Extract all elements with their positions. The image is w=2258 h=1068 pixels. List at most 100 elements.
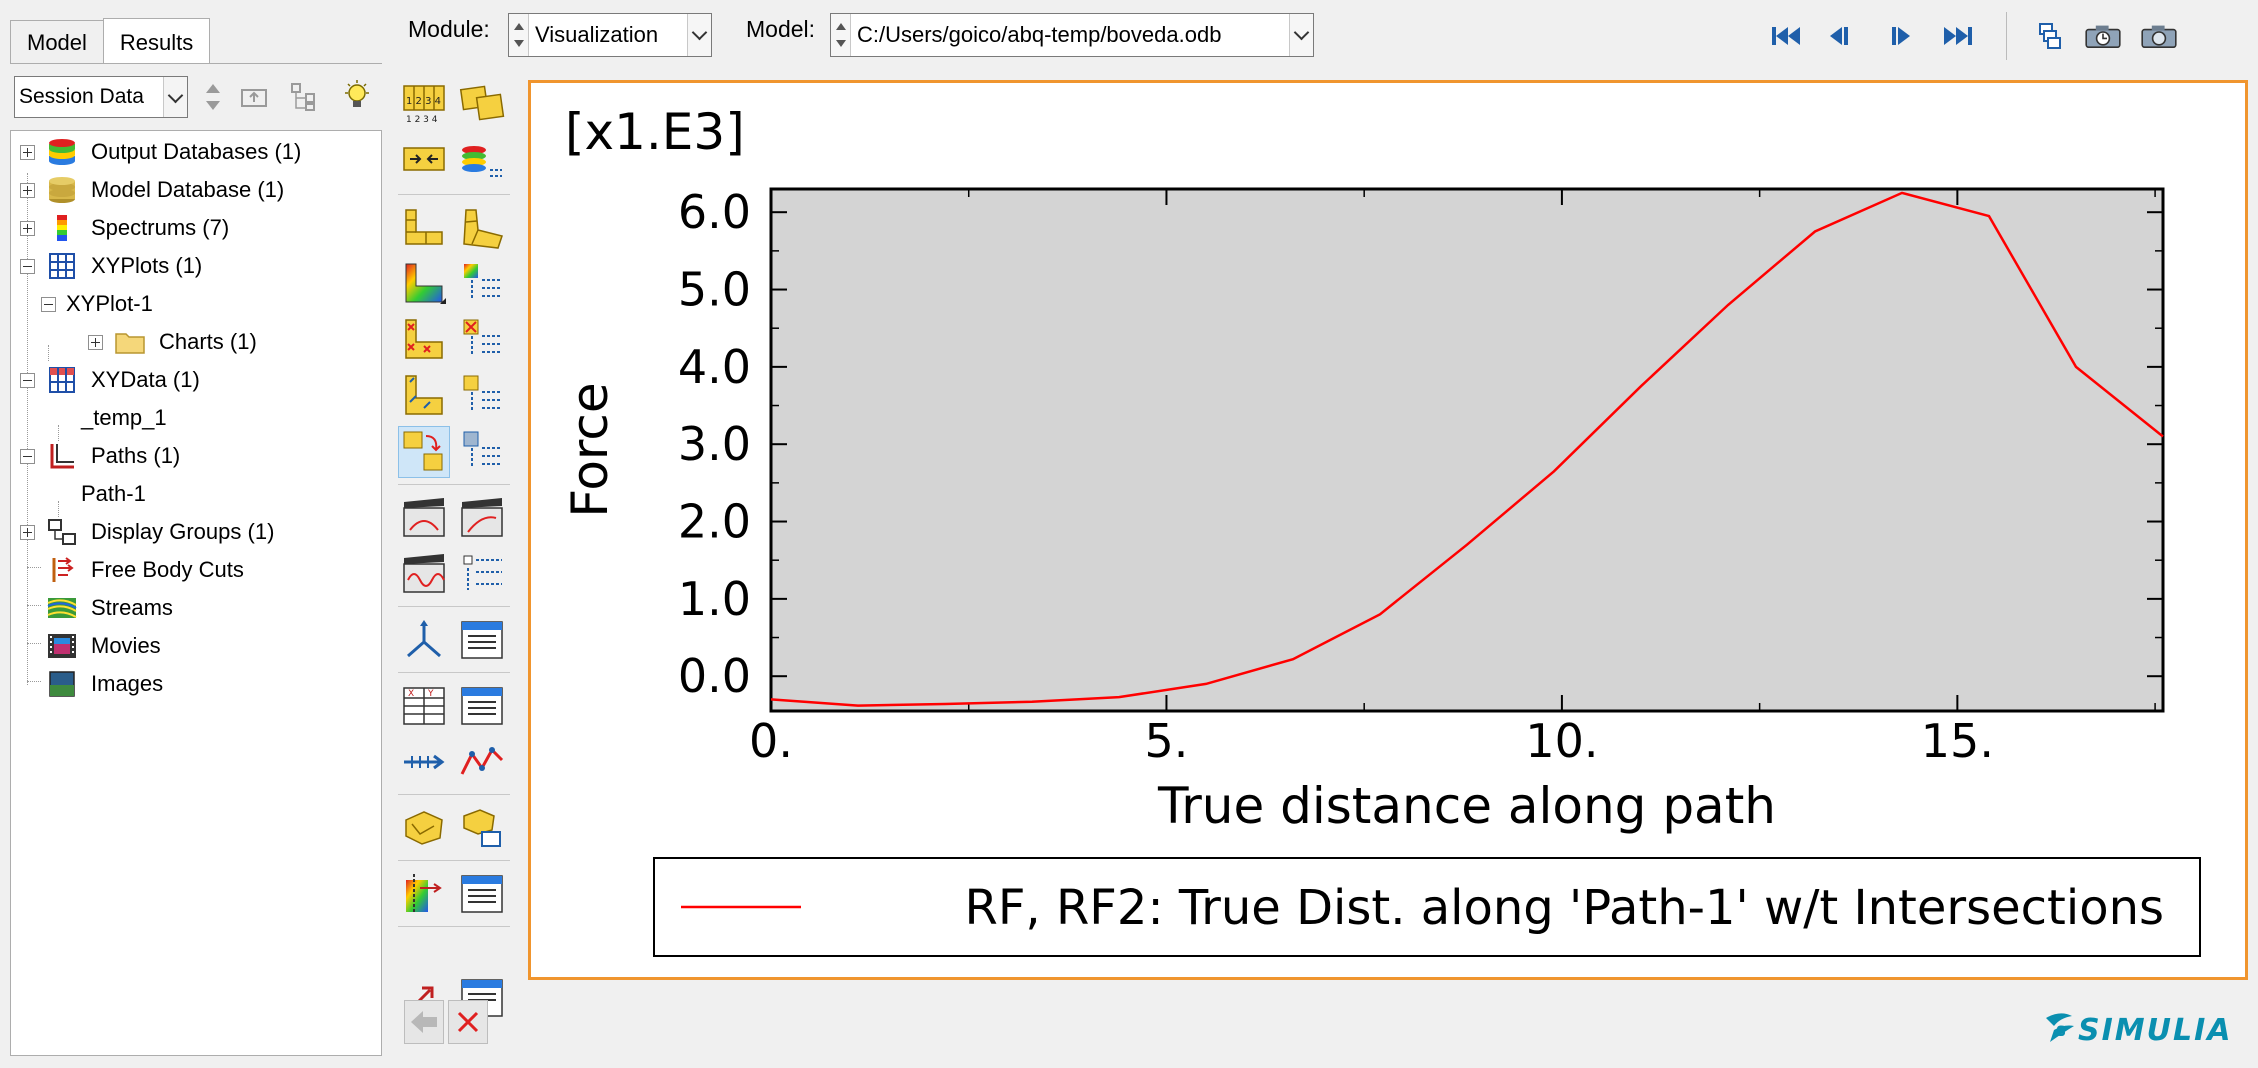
allow-multiple-plot-states-tool[interactable]	[398, 426, 450, 478]
tree-item-streams[interactable]: Streams	[45, 591, 173, 625]
collapse-icon[interactable]	[41, 296, 56, 312]
plot-material-orientations-tool[interactable]	[398, 370, 450, 422]
next-frame-button[interactable]	[1880, 18, 1920, 54]
expand-icon[interactable]	[20, 182, 35, 198]
toolbox-separator	[398, 606, 510, 607]
tree-item-temp-1[interactable]: _temp_1	[81, 401, 167, 435]
view-cut-manager-tool[interactable]	[456, 614, 508, 666]
model-tree-panel: Model Results Session Data	[0, 0, 390, 1068]
tree-item-xydata[interactable]: XYData (1)	[20, 363, 200, 397]
spin-arrows-icon[interactable]	[831, 14, 851, 56]
tree-item-label: Path-1	[81, 481, 146, 506]
y-tick-label: 0.0	[678, 649, 751, 703]
animate-time-history-tool[interactable]	[456, 492, 508, 544]
tiled-numbering-tool[interactable]	[456, 78, 508, 130]
move-up-down-icon[interactable]	[196, 80, 230, 114]
superimpose-options-icon	[463, 431, 502, 468]
database-list-tool[interactable]	[456, 134, 508, 186]
tree-filter-icon[interactable]	[288, 80, 322, 114]
previous-frame-button[interactable]	[1820, 18, 1860, 54]
numbered-grid-icon: 1 2 3 4 1 2 3 4	[403, 85, 445, 125]
camera-button[interactable]	[2134, 18, 2184, 54]
collapse-icon[interactable]	[20, 372, 35, 388]
tree-connector	[27, 643, 41, 644]
parent-folder-icon[interactable]	[238, 80, 272, 114]
last-frame-button[interactable]	[1938, 18, 1978, 54]
folder-icon	[113, 327, 147, 357]
animation-options-tool[interactable]	[456, 548, 508, 600]
view-cut-tool[interactable]	[398, 614, 450, 666]
symbol-tool[interactable]	[398, 134, 450, 186]
tree-item-images[interactable]: Images	[45, 667, 163, 701]
viewport[interactable]: [x1.E3] 0.0 1.0 2.0 3.0 4.0 5.0 6.0 0. 5. 10. 15. Tr…	[528, 80, 2248, 980]
create-path-tool[interactable]	[398, 736, 450, 788]
svg-text:1 2 3 4: 1 2 3 4	[406, 96, 441, 107]
toolbox-separator	[398, 484, 510, 485]
symbol-options-tool[interactable]	[456, 314, 508, 366]
create-display-group-tool[interactable]	[398, 802, 450, 854]
tree-item-charts[interactable]: Charts (1)	[88, 325, 257, 359]
display-group-manager-tool[interactable]	[456, 802, 508, 854]
tab-results[interactable]: Results	[102, 18, 211, 64]
lightbulb-icon[interactable]	[340, 78, 374, 112]
tree-item-xyplot-1[interactable]: XYPlot-1	[41, 287, 153, 321]
spectrum-icon	[45, 213, 79, 243]
camera-icon	[2141, 25, 2177, 48]
orientation-options-tool[interactable]	[456, 370, 508, 422]
contour-options-tool[interactable]	[456, 258, 508, 310]
collapse-icon[interactable]	[20, 258, 35, 274]
session-data-select[interactable]: Session Data	[14, 76, 188, 118]
tab-model[interactable]: Model	[10, 20, 104, 64]
tree-item-movies[interactable]: Movies	[45, 629, 161, 663]
plot-undeformed-tool[interactable]	[398, 202, 450, 254]
animate-scale-factor-tool[interactable]	[398, 492, 450, 544]
previous-button[interactable]	[404, 1000, 444, 1044]
tree-item-path-1[interactable]: Path-1	[81, 477, 146, 511]
plot-symbols-tool[interactable]	[398, 314, 450, 366]
free-body-manager-tool[interactable]	[456, 868, 508, 920]
free-body-cut-tool[interactable]	[398, 868, 450, 920]
expand-icon[interactable]	[20, 220, 35, 236]
tree-item-label: Model Database (1)	[91, 177, 285, 202]
xy-data-manager-tool[interactable]	[456, 680, 508, 732]
collapse-icon[interactable]	[20, 448, 35, 464]
xy-plot-tool[interactable]	[456, 736, 508, 788]
plot-deformed-tool[interactable]	[456, 202, 508, 254]
tree-item-spectrums[interactable]: Spectrums (7)	[20, 211, 229, 245]
undeformed-shape-icon	[405, 209, 443, 245]
xy-plot[interactable]: [x1.E3] 0.0 1.0 2.0 3.0 4.0 5.0 6.0 0. 5. 10. 15. Tr…	[531, 83, 2245, 977]
path-icon	[45, 441, 79, 471]
spin-arrows-icon[interactable]	[509, 14, 529, 56]
tree-item-label: Streams	[91, 595, 173, 620]
database-list-icon	[462, 146, 502, 177]
camera-clock-button[interactable]	[2078, 18, 2128, 54]
x-tick-label: 5.	[1145, 714, 1189, 768]
cancel-button[interactable]	[448, 1000, 488, 1044]
tree-item-label: Charts (1)	[159, 329, 257, 354]
tree-item-model-database[interactable]: Model Database (1)	[20, 173, 284, 207]
manager-table-icon	[461, 875, 503, 913]
first-frame-button[interactable]	[1766, 18, 1806, 54]
layers-button[interactable]	[2028, 18, 2068, 54]
tree-item-output-databases[interactable]: Output Databases (1)	[20, 135, 301, 169]
superimpose-options-tool[interactable]	[456, 426, 508, 478]
tree-item-label: XYData (1)	[91, 367, 200, 392]
tree-item-paths[interactable]: Paths (1)	[20, 439, 180, 473]
expand-icon[interactable]	[88, 334, 103, 350]
tree-item-free-body-cuts[interactable]: Free Body Cuts	[45, 553, 244, 587]
expand-icon[interactable]	[20, 524, 35, 540]
model-select[interactable]: C:/Users/goico/abq-temp/boveda.odb	[830, 13, 1314, 57]
plot-contours-tool[interactable]	[398, 258, 450, 310]
layers-icon	[2039, 23, 2061, 49]
tree-item-label: XYPlots (1)	[91, 253, 203, 278]
animate-harmonic-tool[interactable]	[398, 548, 450, 600]
tree-item-xyplots[interactable]: XYPlots (1)	[20, 249, 202, 283]
model-label: Model:	[746, 16, 816, 42]
tree-item-display-groups[interactable]: Display Groups (1)	[20, 515, 274, 549]
numbering-tool[interactable]: 1 2 3 4 1 2 3 4	[398, 78, 450, 130]
svg-text:S: S	[2056, 1024, 2066, 1040]
svg-text:1 2 3 4: 1 2 3 4	[406, 115, 438, 125]
expand-icon[interactable]	[20, 144, 35, 160]
module-select[interactable]: Visualization	[508, 13, 712, 57]
